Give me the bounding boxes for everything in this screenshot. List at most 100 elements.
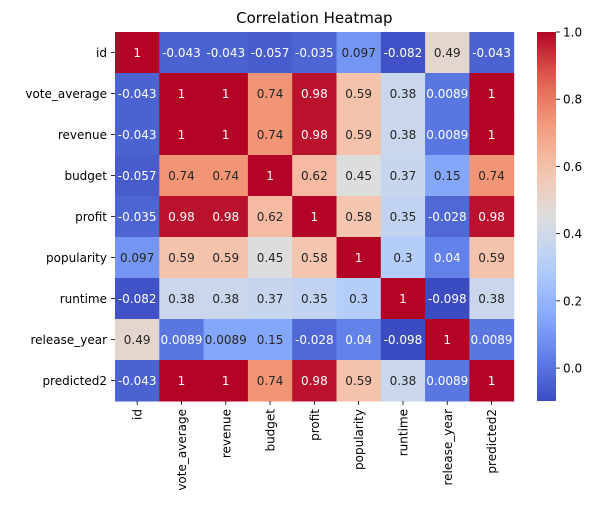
cell-value-label: 0.38 [390,374,417,388]
heatmap-cell [380,73,426,115]
cell-value-label: -0.043 [472,46,511,60]
cell-value-label: 0.35 [301,292,328,306]
heatmap-cell [292,319,337,361]
cell-value-label: 0.0089 [160,333,202,347]
heatmap-cell [469,73,515,115]
cell-value-label: 0.097 [341,46,375,60]
cell-value-label: 0.62 [301,169,328,183]
heatmap-cell [380,114,426,156]
heatmap-cell [292,278,337,320]
heatmap-cell [469,196,515,238]
cell-value-label: 0.74 [212,169,239,183]
heatmap-cell [247,237,293,279]
heatmap-cell [469,237,515,279]
cell-value-label: -0.028 [295,333,334,347]
cell-value-label: 0.097 [120,251,154,265]
x-tick-label: popularity [352,409,366,470]
heatmap-cell [203,32,249,74]
cell-value-label: 1 [399,292,407,306]
cell-value-label: 1 [178,374,186,388]
cell-value-label: 1 [178,87,186,101]
colorbar-tick-label: 0.2 [563,294,582,308]
heatmap-cell [203,360,249,402]
y-tick-label: id [96,46,107,60]
heatmap-cell [203,114,249,156]
cell-value-label: 0.38 [168,292,195,306]
heatmap-cell [380,196,426,238]
cell-value-label: 0.58 [301,251,328,265]
heatmap-cell [336,360,382,402]
cell-value-label: 0.38 [212,292,239,306]
cell-value-label: 0.98 [168,210,195,224]
x-tick-label: runtime [396,409,410,456]
x-tick-label: revenue [219,409,233,458]
cell-value-label: -0.098 [428,292,467,306]
cell-value-label: -0.043 [118,87,157,101]
cell-value-label: 0.62 [257,210,284,224]
cell-value-label: 0.0089 [426,87,468,101]
cell-value-label: 0.98 [301,128,328,142]
cell-value-label: 0.74 [168,169,195,183]
heatmap-cell [425,237,470,279]
heatmap-cell [247,319,293,361]
y-tick-label: runtime [60,292,107,306]
cell-value-label: 0.45 [257,251,284,265]
heatmap-cell [469,32,515,74]
heatmap-cell [425,360,470,402]
heatmap-cell [115,196,160,238]
heatmap-cell [292,360,337,402]
cell-value-label: 0.59 [345,128,372,142]
cell-value-label: 1 [311,210,319,224]
cell-value-label: 0.74 [257,128,284,142]
heatmap-cell [425,196,470,238]
cell-value-label: 0.38 [390,128,417,142]
heatmap-cell [115,360,160,402]
cell-value-label: 0.74 [478,169,505,183]
cell-value-label: -0.035 [118,210,157,224]
heatmap-cell [159,360,205,402]
cell-value-label: 1 [488,128,496,142]
heatmap-cell [336,155,382,197]
heatmap-cell [336,32,382,74]
cell-value-label: -0.043 [118,374,157,388]
cell-value-label: 0.59 [168,251,195,265]
cell-value-label: -0.043 [162,46,201,60]
y-tick-label: predicted2 [42,374,107,388]
cell-value-label: 1 [222,374,230,388]
cell-value-label: -0.082 [384,46,423,60]
heatmap-cell [203,278,249,320]
chart-title: Correlation Heatmap [236,9,392,27]
heatmap-cell [247,360,293,402]
heatmap-cell [336,319,382,361]
heatmap-cell [115,73,160,115]
heatmap-cell [203,73,249,115]
heatmap-cell [469,319,515,361]
cell-value-label: 0.98 [301,374,328,388]
cell-value-label: 1 [355,251,363,265]
heatmap-cell [469,155,515,197]
heatmap-cell [159,155,205,197]
x-tick-label: budget [264,409,278,452]
heatmap-cell [380,360,426,402]
cell-value-label: 0.37 [257,292,284,306]
y-tick-label: budget [64,169,107,183]
y-tick-label: revenue [58,128,107,142]
colorbar: 0.0 0.2 0.4 0.6 0.8 1.0 [537,26,582,401]
heatmap-cell [203,155,249,197]
cell-value-label: 0.04 [345,333,372,347]
heatmap-cell [159,32,205,74]
heatmap-cell [292,155,337,197]
cell-value-label: 0.59 [212,251,239,265]
colorbar-tick-label: 0.0 [563,362,582,376]
heatmap-cell [247,114,293,156]
heatmap-cell [292,32,337,74]
heatmap-cell [159,319,205,361]
heatmap-cell [159,114,205,156]
heatmap-cell [159,278,205,320]
cell-value-label: 0.0089 [426,128,468,142]
colorbar-tick-label: 0.6 [563,160,582,174]
x-tick-label: predicted2 [485,409,499,474]
cell-value-label: -0.028 [428,210,467,224]
